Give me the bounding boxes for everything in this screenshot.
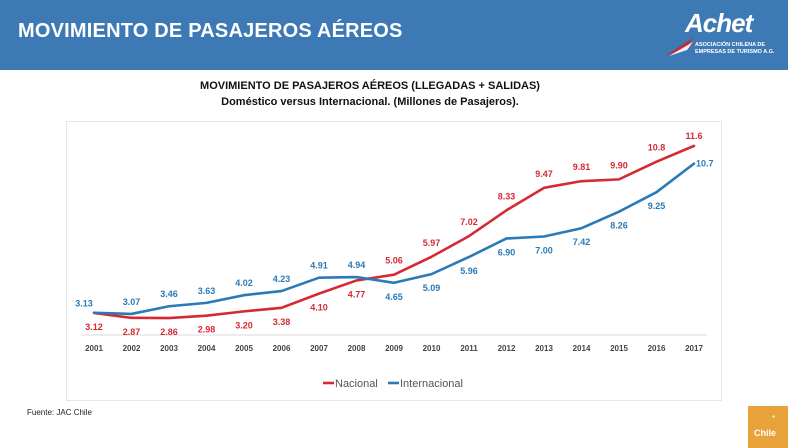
chile-brand-text: Chile: [754, 428, 777, 438]
achet-logo-mark-icon: [665, 38, 695, 56]
data-label-internacional: 7.00: [535, 246, 553, 256]
x-tick-label: 2008: [348, 344, 366, 353]
data-label-internacional: 5.96: [460, 266, 478, 276]
data-label-internacional: 5.09: [423, 283, 441, 293]
data-label-nacional: 5.06: [385, 256, 403, 266]
x-tick-label: 2017: [685, 344, 703, 353]
data-label-nacional: 2.86: [160, 327, 178, 337]
data-label-nacional: 9.90: [610, 160, 628, 170]
data-label-internacional: 4.91: [310, 261, 328, 271]
data-label-internacional: 10.7: [696, 159, 714, 169]
data-label-internacional: 7.42: [573, 237, 591, 247]
data-label-nacional: 9.81: [573, 162, 591, 172]
data-label-nacional: 2.87: [123, 327, 141, 337]
data-label-nacional: 9.47: [535, 169, 553, 179]
data-label-internacional: 3.13: [75, 299, 93, 309]
data-label-nacional: 11.6: [685, 131, 702, 141]
x-tick-label: 2013: [535, 344, 553, 353]
legend-label-nacional: Nacional: [335, 378, 378, 390]
page-title: MOVIMIENTO DE PASAJEROS AÉREOS: [18, 20, 403, 42]
x-tick-label: 2010: [423, 344, 441, 353]
data-label-nacional: 3.38: [273, 317, 291, 327]
achet-logo: Achet ASOCIACIÓN CHILENA DE EMPRESAS DE …: [663, 8, 778, 65]
x-tick-label: 2009: [385, 344, 403, 353]
x-tick-label: 2001: [85, 344, 103, 353]
x-tick-label: 2003: [160, 344, 178, 353]
data-label-nacional: 8.33: [498, 191, 516, 201]
x-tick-label: 2007: [310, 344, 328, 353]
data-label-internacional: 9.25: [648, 201, 666, 211]
data-label-internacional: 3.07: [123, 297, 141, 307]
x-tick-label: 2011: [460, 344, 478, 353]
x-tick-label: 2006: [273, 344, 291, 353]
data-label-internacional: 4.94: [348, 260, 366, 270]
data-label-nacional: 5.97: [423, 238, 441, 248]
series-line-internacional: [92, 162, 696, 316]
line-chart: 2001 2002 2003 2004 2005 2006 2007 2008 2009 2010…: [75, 131, 714, 390]
data-label-internacional: 4.02: [235, 278, 253, 288]
x-tick-label: 2015: [610, 344, 628, 353]
data-label-internacional: 6.90: [498, 247, 516, 257]
chart-area: 2001 2002 2003 2004 2005 2006 2007 2008 2009 2010…: [66, 121, 722, 401]
chart-title: MOVIMIENTO DE PASAJEROS AÉREOS (LLEGADAS…: [200, 80, 540, 92]
x-tick-label: 2016: [648, 344, 666, 353]
data-label-nacional: 3.20: [235, 320, 253, 330]
legend-label-internacional: Internacional: [400, 378, 463, 390]
data-label-nacional: 2.98: [198, 325, 216, 335]
series-line-nacional: [92, 144, 696, 320]
data-label-nacional: 4.77: [348, 289, 366, 299]
data-label-nacional: 4.10: [310, 303, 328, 313]
data-label-internacional: 8.26: [610, 221, 628, 231]
data-label-nacional: 7.02: [460, 217, 478, 227]
data-label-nacional: 10.8: [648, 143, 666, 153]
x-tick-label: 2012: [498, 344, 516, 353]
data-label-internacional: 3.46: [160, 289, 178, 299]
header-bar: MOVIMIENTO DE PASAJEROS AÉREOS Achet ASO…: [0, 0, 788, 70]
x-tick-label: 2002: [123, 344, 141, 353]
data-label-nacional: 3.12: [85, 322, 103, 332]
x-tick-label: 2004: [198, 344, 216, 353]
logo-wordmark: Achet: [685, 8, 753, 38]
chart-subtitle: Doméstico versus Internacional. (Millone…: [221, 96, 519, 108]
x-tick-label: 2014: [573, 344, 591, 353]
data-label-internacional: 4.65: [385, 292, 403, 302]
chile-brand-badge: * Chile: [748, 406, 788, 448]
data-label-internacional: 4.23: [273, 274, 291, 284]
star-icon: *: [772, 414, 776, 423]
data-label-internacional: 3.63: [198, 286, 216, 296]
source-note: Fuente: JAC Chile: [27, 408, 92, 417]
x-tick-label: 2005: [235, 344, 253, 353]
logo-subtitle: ASOCIACIÓN CHILENA DE EMPRESAS DE TURISM…: [695, 42, 775, 55]
